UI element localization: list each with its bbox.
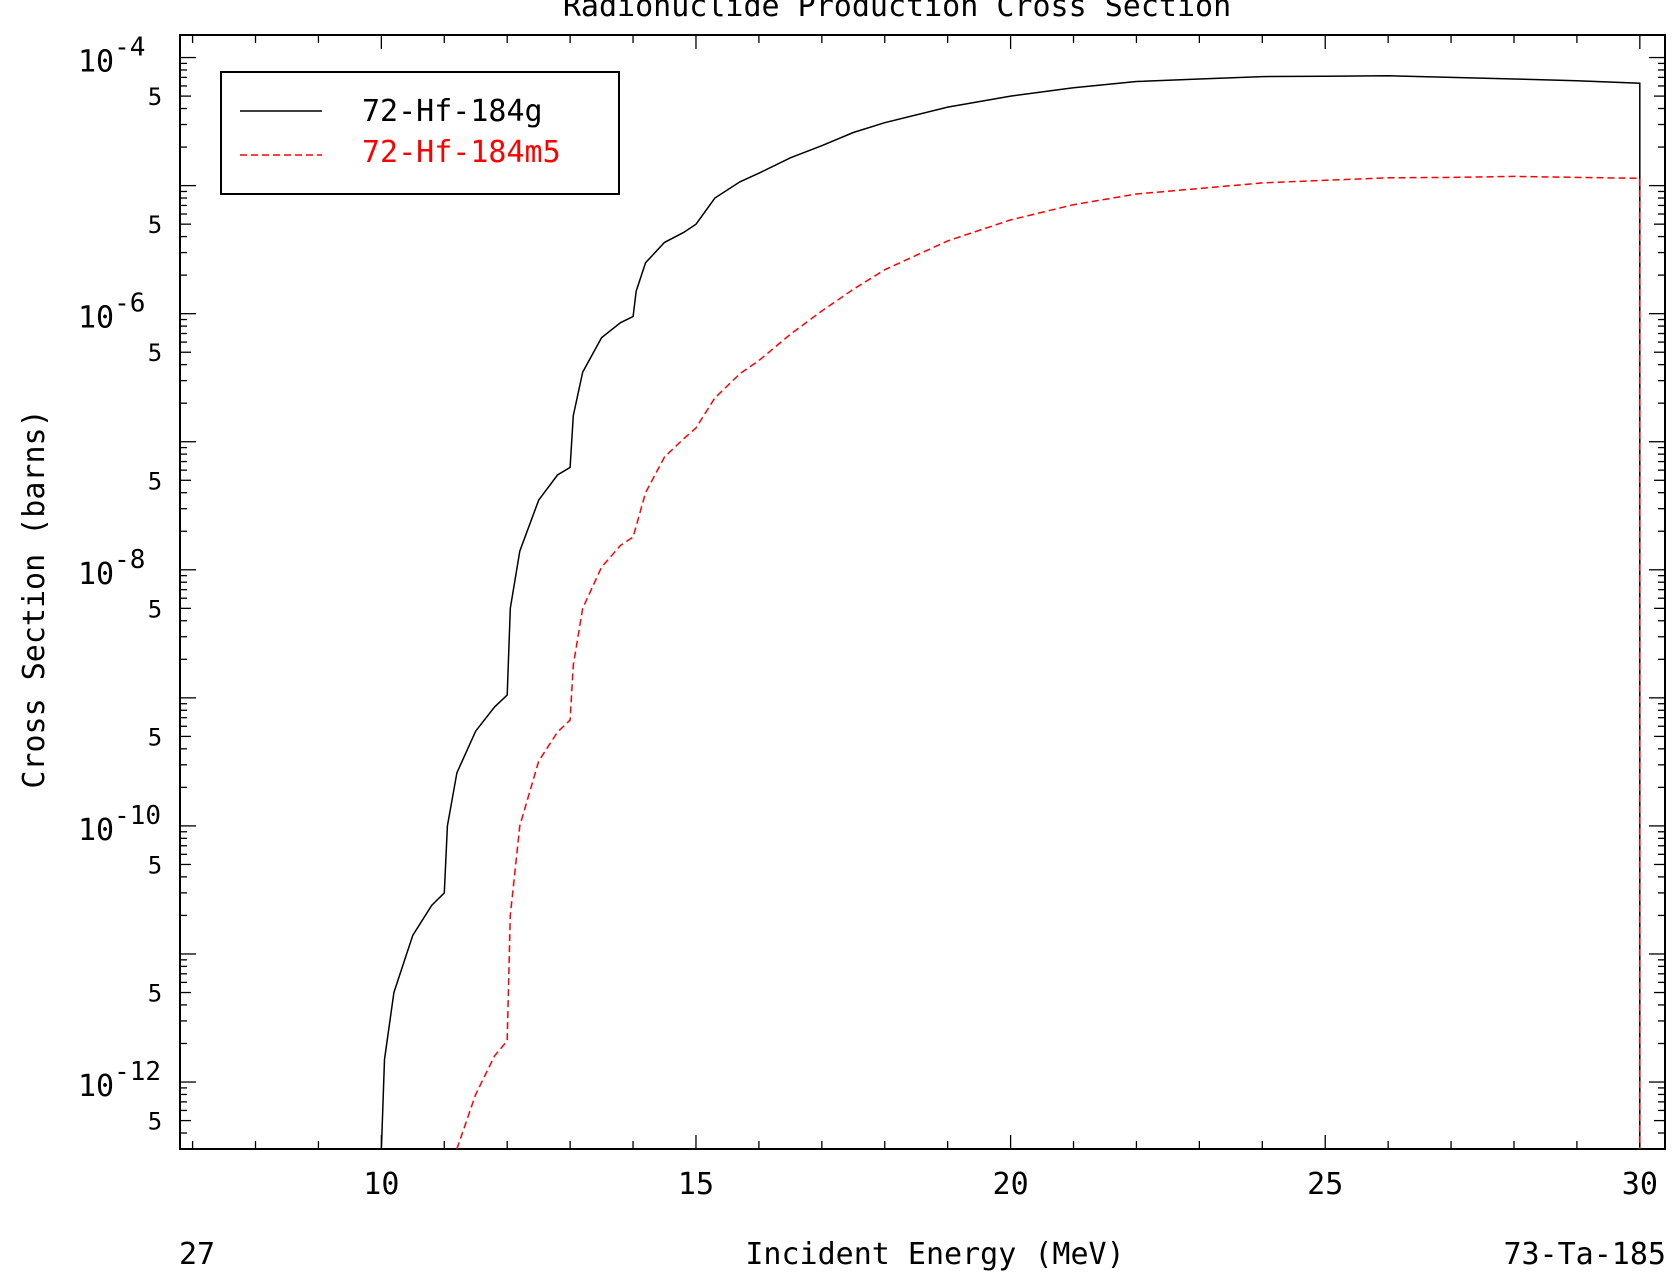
legend-label-hf184g: 72-Hf-184g xyxy=(362,94,543,129)
legend: 72-Hf-184g 72-Hf-184m5 xyxy=(220,71,620,195)
y-five-label: 5 xyxy=(148,467,162,495)
y-tick-label: 10-10 xyxy=(78,801,161,848)
series-layer xyxy=(380,75,1641,1150)
x-tick-label: 25 xyxy=(1307,1167,1343,1202)
footer-right-label: 73-Ta-185 xyxy=(1503,1237,1666,1272)
y-five-label: 5 xyxy=(148,211,162,239)
x-tick-label: 15 xyxy=(678,1167,714,1202)
y-axis-label: Cross Section (barns) xyxy=(17,409,52,788)
y-tick-label: 10-12 xyxy=(78,1057,161,1104)
x-axis-ticks: 10 15 20 25 30 xyxy=(191,35,1658,1202)
y-five-label: 5 xyxy=(148,851,162,879)
legend-box xyxy=(220,71,620,195)
y-tick-label: 10-4 xyxy=(78,33,145,80)
y-five-label: 5 xyxy=(148,980,162,1008)
x-tick-label: 20 xyxy=(993,1167,1029,1202)
y-tick-label: 10-8 xyxy=(78,545,145,592)
y-five-label: 5 xyxy=(148,723,162,751)
series-line-0 xyxy=(380,75,1641,1150)
series-line-1 xyxy=(456,175,1641,1150)
y-five-label: 5 xyxy=(148,83,162,111)
x-tick-label: 30 xyxy=(1622,1167,1658,1202)
plot-frame xyxy=(179,34,1666,1150)
footer-left-label: 27 xyxy=(179,1237,215,1272)
legend-label-hf184m5: 72-Hf-184m5 xyxy=(362,135,561,170)
y-five-label: 5 xyxy=(148,1108,162,1136)
x-tick-label: 10 xyxy=(363,1167,399,1202)
y-five-label: 5 xyxy=(148,595,162,623)
y-tick-label: 10-6 xyxy=(78,289,145,336)
x-axis-label: Incident Energy (MeV) xyxy=(745,1237,1124,1272)
y-five-label: 5 xyxy=(148,339,162,367)
y-axis-ticks: 10-4 10-6 10-8 10-10 10-12 5 5 5 5 5 5 5 5 5 xyxy=(78,33,1665,1150)
chart-title: Radionuclide Production Cross Section xyxy=(563,0,1231,24)
